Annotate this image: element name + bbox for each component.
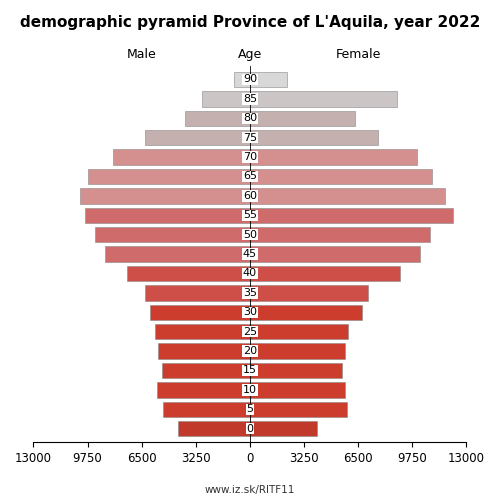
Bar	[250, 168, 432, 184]
Bar	[158, 344, 250, 359]
Text: 90: 90	[243, 74, 257, 85]
Bar	[127, 266, 250, 281]
Text: 60: 60	[243, 191, 257, 201]
Text: Female: Female	[336, 48, 381, 61]
Bar	[250, 362, 342, 378]
Bar	[250, 324, 348, 340]
Bar	[80, 188, 250, 204]
Text: 10: 10	[243, 385, 257, 395]
Bar	[156, 382, 250, 398]
Text: Age: Age	[238, 48, 262, 61]
Text: 55: 55	[243, 210, 257, 220]
Text: www.iz.sk/RITF11: www.iz.sk/RITF11	[205, 485, 295, 495]
Bar	[250, 72, 286, 87]
Bar	[250, 246, 420, 262]
Bar	[145, 130, 250, 146]
Text: 85: 85	[243, 94, 257, 104]
Bar	[162, 362, 250, 378]
Bar	[250, 402, 346, 417]
Bar	[250, 130, 378, 146]
Text: 25: 25	[243, 326, 257, 336]
Bar	[185, 110, 250, 126]
Bar	[250, 304, 362, 320]
Bar	[250, 150, 416, 165]
Bar	[250, 285, 368, 300]
Text: 5: 5	[246, 404, 254, 414]
Bar	[250, 188, 445, 204]
Bar	[95, 227, 250, 242]
Bar	[164, 402, 250, 417]
Bar	[250, 91, 396, 106]
Bar	[250, 110, 355, 126]
Text: 50: 50	[243, 230, 257, 239]
Text: 15: 15	[243, 366, 257, 376]
Text: 20: 20	[243, 346, 257, 356]
Text: Male: Male	[127, 48, 156, 61]
Bar	[250, 382, 345, 398]
Text: 45: 45	[243, 249, 257, 259]
Bar	[234, 72, 250, 87]
Bar	[145, 285, 250, 300]
Title: demographic pyramid Province of L'Aquila, year 2022: demographic pyramid Province of L'Aquila…	[20, 15, 480, 30]
Text: 35: 35	[243, 288, 257, 298]
Bar	[88, 168, 250, 184]
Text: 0: 0	[246, 424, 254, 434]
Bar	[250, 266, 400, 281]
Bar	[85, 208, 250, 223]
Text: 75: 75	[243, 132, 257, 142]
Text: 80: 80	[243, 114, 257, 124]
Text: 70: 70	[243, 152, 257, 162]
Bar	[178, 421, 250, 436]
Text: 30: 30	[243, 308, 257, 318]
Bar	[250, 208, 453, 223]
Bar	[250, 421, 316, 436]
Bar	[202, 91, 250, 106]
Bar	[250, 227, 430, 242]
Bar	[155, 324, 250, 340]
Text: 65: 65	[243, 172, 257, 181]
Bar	[250, 344, 345, 359]
Bar	[114, 150, 250, 165]
Bar	[105, 246, 250, 262]
Bar	[150, 304, 250, 320]
Text: 40: 40	[243, 268, 257, 278]
